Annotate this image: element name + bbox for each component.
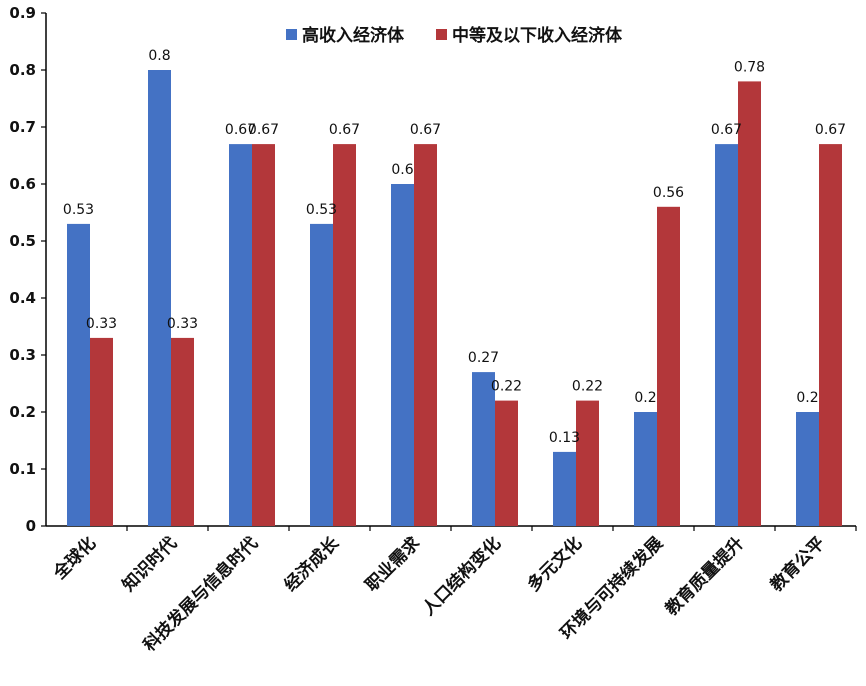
data-label: 0.67 [329,122,360,138]
bar-high-income [553,451,576,526]
bar-middle-low-income [576,400,599,526]
data-label: 0.33 [167,316,198,332]
bar-high-income [472,372,495,526]
data-label: 0.13 [549,430,580,446]
y-tick-label: 0.9 [9,4,36,22]
bar-high-income [310,223,333,526]
bar-high-income [229,144,252,526]
y-tick-label: 0.4 [9,289,36,307]
data-label: 0.22 [572,379,603,395]
category-label: 教育公平 [765,533,829,597]
data-label: 0.8 [148,48,170,64]
bars [67,70,842,527]
bar-middle-low-income [738,81,761,527]
bar-middle-low-income [171,337,194,526]
y-tick-label: 0.1 [9,460,36,478]
bar-middle-low-income [495,400,518,526]
data-label: 0.67 [225,122,256,138]
bar-high-income [67,223,90,526]
data-label: 0.67 [711,122,742,138]
bar-high-income [391,184,414,526]
data-label: 0.2 [634,390,656,406]
y-tick-label: 0.2 [9,403,36,421]
bar-high-income [796,412,819,526]
bar-middle-low-income [252,144,275,526]
data-label: 0.78 [734,59,765,75]
y-tick-label: 0 [26,517,36,535]
data-label: 0.33 [86,316,117,332]
bar-high-income [715,144,738,526]
y-tick-label: 0.8 [9,61,36,79]
data-label: 0.67 [410,122,441,138]
bar-middle-low-income [819,144,842,526]
bar-middle-low-income [657,206,680,527]
legend-label-high-income: 高收入经济体 [302,25,405,46]
data-label: 0.56 [653,185,684,201]
data-label: 0.27 [468,350,499,366]
data-label: 0.22 [491,379,522,395]
category-label: 多元文化 [523,533,586,596]
category-label: 教育质量提升 [660,533,748,621]
category-label: 全球化 [48,533,100,585]
data-label: 0.67 [248,122,279,138]
data-label: 0.6 [391,162,413,178]
bar-middle-low-income [90,337,113,526]
bar-middle-low-income [333,144,356,526]
data-labels: 0.530.330.80.330.670.670.530.670.60.670.… [63,48,846,446]
y-tick-label: 0.3 [9,346,36,364]
legend-label-middle-low-income: 中等及以下收入经济体 [452,25,623,46]
y-tick-label: 0.5 [9,232,36,250]
legend: 高收入经济体 中等及以下收入经济体 [286,25,623,46]
category-label: 人口结构变化 [418,533,505,620]
category-label: 经济成长 [280,532,344,596]
data-label: 0.53 [306,202,337,218]
category-label: 职业需求 [361,533,424,596]
legend-swatch-middle-low-income [436,29,447,40]
y-tick-label: 0.6 [9,175,36,193]
data-label: 0.67 [815,122,846,138]
y-tick-label: 0.7 [9,118,36,136]
data-label: 0.53 [63,202,94,218]
category-label: 知识时代 [117,533,181,597]
legend-swatch-high-income [286,29,297,40]
data-label: 0.2 [796,390,818,406]
bar-high-income [634,412,657,526]
bar-high-income [148,70,171,526]
bar-middle-low-income [414,144,437,526]
